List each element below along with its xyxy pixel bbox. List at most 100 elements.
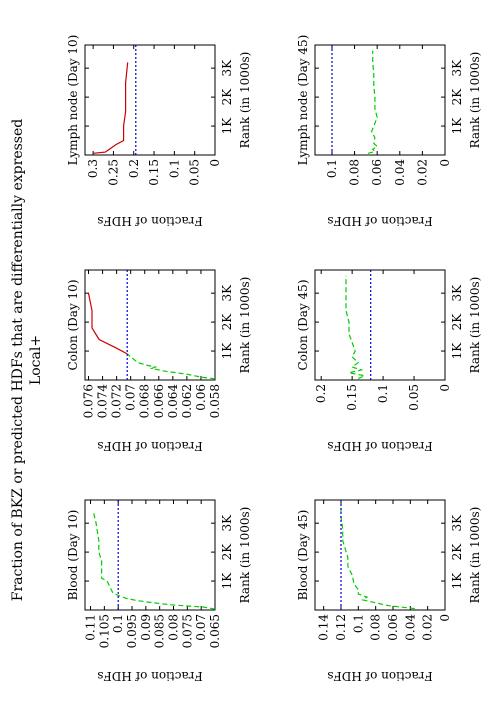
y-tick-label: 0 [438, 159, 452, 167]
x-axis-label: Rank (in 1000s) [468, 507, 482, 604]
y-tick-label: 0.1 [167, 159, 181, 178]
y-tick-label: 0.11 [84, 614, 98, 641]
x-tick-label: 1K [220, 572, 234, 590]
y-tick-label: 0.066 [152, 384, 166, 418]
x-axis-label: Rank (in 1000s) [468, 277, 482, 374]
x-tick-label: 3K [450, 59, 464, 77]
y-tick-label: 0.05 [188, 159, 202, 186]
series-line [92, 511, 216, 610]
y-tick-label: 0.15 [345, 384, 359, 411]
y-tick-label: 0.06 [194, 384, 208, 411]
panel-title: Blood (Day 10) [66, 510, 80, 601]
y-tick-label: 0.064 [166, 384, 180, 419]
y-axis-label: Fraction of HDFs [327, 669, 432, 683]
panel-title: Lymph node (Day 45) [296, 35, 310, 166]
y-tick-label: 0.095 [125, 614, 139, 648]
y-axis-label: Fraction of HDFs [327, 214, 432, 228]
y-tick-label: 0.25 [106, 159, 120, 186]
y-tick-label: 0.15 [147, 159, 161, 186]
chart-panel: Colon (Day 10)0.0580.060.0620.0640.0660.… [66, 269, 252, 453]
y-tick-label: 0.14 [317, 614, 331, 641]
y-axis-label: Fraction of HDFs [327, 439, 432, 453]
x-tick-label: 1K [220, 342, 234, 360]
y-tick-label: 0.04 [393, 159, 407, 186]
chart-panel: Colon (Day 45) 0 0.05 0.1 0.15 0.2 1K 2K 3K Rank … [296, 269, 482, 453]
y-axis-label: Fraction of HDFs [97, 214, 202, 228]
y-tick-label: 0 [438, 614, 452, 622]
x-tick-label: 1K [450, 572, 464, 590]
y-tick-label: 0.1 [376, 384, 390, 403]
x-tick-label: 3K [450, 284, 464, 302]
x-axis-label: Rank (in 1000s) [238, 277, 252, 374]
x-tick-label: 2K [450, 88, 464, 106]
series-line [93, 62, 129, 154]
plot-frame [84, 44, 216, 156]
series-line [126, 353, 216, 380]
y-tick-label: 0.05 [407, 384, 421, 411]
y-tick-label: 0.065 [208, 614, 222, 648]
y-tick-label: 0.12 [334, 614, 348, 641]
x-tick-label: 2K [450, 313, 464, 331]
panel-title: Colon (Day 45) [296, 279, 310, 370]
y-tick-label: 0.085 [153, 614, 167, 648]
x-tick-label: 2K [450, 543, 464, 561]
panel-title: Colon (Day 10) [66, 279, 80, 370]
y-tick-label: 0.06 [386, 614, 400, 641]
panel-title: Blood (Day 45) [296, 510, 310, 601]
y-tick-label: 0.08 [167, 614, 181, 641]
y-tick-label: 0.1 [111, 614, 125, 633]
plot-frame [314, 499, 446, 611]
plot-frame [84, 269, 216, 381]
y-tick-label: 0.07 [194, 614, 208, 641]
x-tick-label: 2K [220, 88, 234, 106]
series-line [87, 293, 128, 355]
series-line [340, 505, 415, 610]
x-tick-label: 3K [450, 514, 464, 532]
y-tick-label: 0.2 [314, 384, 328, 403]
x-tick-label: 3K [220, 514, 234, 532]
x-tick-label: 1K [220, 117, 234, 135]
x-tick-label: 3K [220, 284, 234, 302]
y-tick-label: 0.076 [82, 384, 96, 418]
x-axis-label: Rank (in 1000s) [238, 507, 252, 604]
chart-panel: Lymph node (Day 10) 0 0.05 0.1 0.15 0.2 0.25 0.… [66, 35, 252, 228]
series-line [367, 50, 379, 154]
y-tick-label: 0.08 [369, 614, 383, 641]
y-tick-label: 0.3 [86, 159, 100, 178]
x-tick-label: 1K [450, 342, 464, 360]
x-axis-label: Rank (in 1000s) [468, 52, 482, 149]
y-axis-label: Fraction of HDFs [97, 669, 202, 683]
y-tick-label: 0.2 [127, 159, 141, 178]
y-tick-label: 0.072 [110, 384, 124, 418]
x-axis-label: Rank (in 1000s) [238, 52, 252, 149]
y-tick-label: 0.075 [180, 614, 194, 648]
y-tick-label: 0.058 [208, 384, 222, 418]
y-axis-label: Fraction of HDFs [97, 439, 202, 453]
y-tick-label: 0.062 [180, 384, 194, 418]
y-tick-label: 0.02 [421, 614, 435, 641]
y-tick-label: 0.068 [138, 384, 152, 418]
y-tick-label: 0.074 [96, 384, 110, 419]
y-tick-label: 0.1 [325, 159, 339, 178]
y-tick-label: 0.105 [97, 614, 111, 648]
y-tick-label: 0.07 [124, 384, 138, 411]
panel-title: Lymph node (Day 10) [66, 35, 80, 166]
x-tick-label: 1K [450, 117, 464, 135]
series-line [345, 275, 367, 380]
y-tick-label: 0.08 [348, 159, 362, 186]
plot-frame [84, 499, 216, 611]
chart-panel: Lymph node (Day 45) 0 0.02 0.04 0.06 0.08 0.1 1… [296, 35, 482, 228]
y-tick-label: 0.06 [370, 159, 384, 186]
y-tick-label: 0 [438, 384, 452, 392]
y-tick-label: 0 [208, 159, 222, 167]
y-tick-label: 0.02 [415, 159, 429, 186]
chart-panel: Blood (Day 45) 00.02 0.040.060.08 0.10.120.… [296, 499, 482, 683]
y-tick-label: 0.1 [351, 614, 365, 633]
x-tick-label: 2K [220, 543, 234, 561]
plot-frame [314, 269, 446, 381]
x-tick-label: 3K [220, 59, 234, 77]
x-tick-label: 2K [220, 313, 234, 331]
